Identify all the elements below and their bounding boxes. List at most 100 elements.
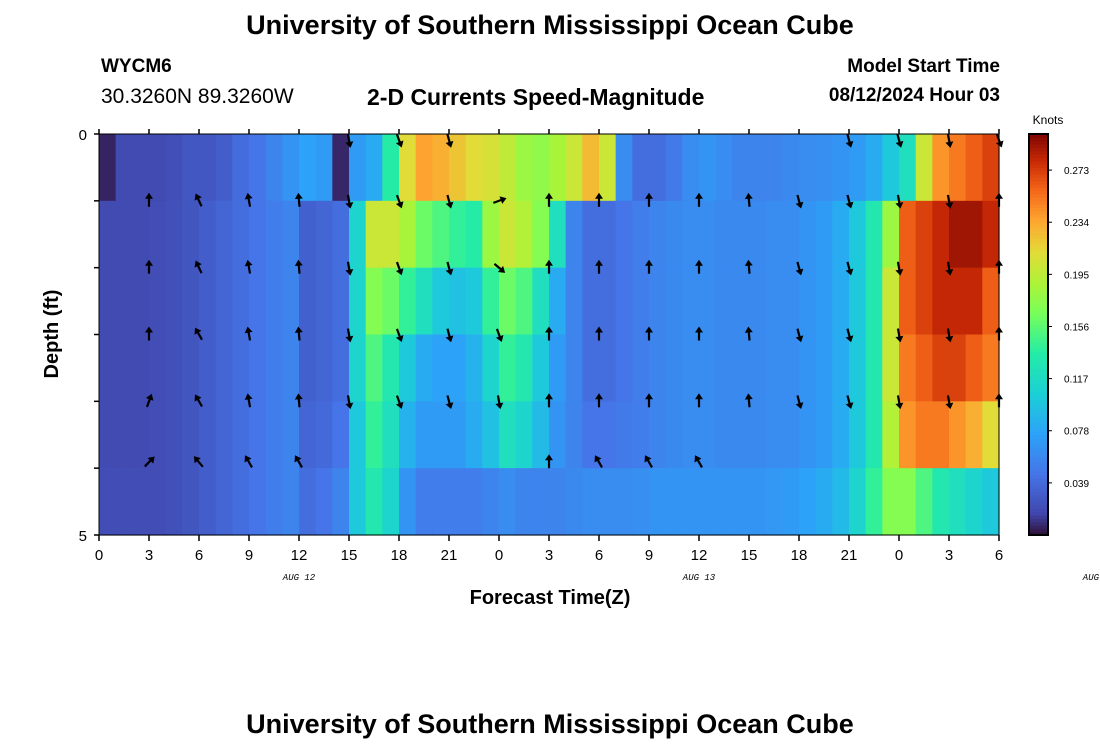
heatmap-cell: [265, 267, 283, 336]
colorbar-segment: [1029, 331, 1048, 336]
heatmap-cells: [99, 134, 1000, 536]
heatmap-cell: [482, 200, 500, 269]
colorbar-segment: [1029, 451, 1048, 456]
heatmap-cell: [949, 401, 967, 469]
colorbar-segment: [1029, 147, 1048, 152]
heatmap-cell: [565, 267, 583, 336]
colorbar-segment: [1029, 167, 1048, 172]
heatmap-cell: [265, 200, 283, 269]
heatmap-cell: [415, 200, 433, 269]
current-arrow: [244, 259, 253, 274]
x-tick-label: 6: [995, 547, 1003, 564]
colorbar-segment: [1029, 324, 1048, 329]
heatmap-cell: [982, 334, 1000, 402]
current-arrow: [294, 393, 303, 408]
colorbar-segment: [1029, 354, 1048, 359]
heatmap-cell: [299, 134, 317, 202]
heatmap-cell: [682, 468, 700, 536]
heatmap-cell: [515, 134, 533, 202]
colorbar-segment: [1029, 411, 1048, 416]
heatmap-cell: [115, 267, 133, 336]
current-arrow: [945, 395, 954, 410]
heatmap-cell: [549, 334, 567, 402]
heatmap-cell: [599, 468, 617, 536]
heatmap-cell: [582, 200, 600, 269]
chart-title: 2-D Currents Speed-Magnitude: [367, 84, 705, 110]
heatmap-cell: [832, 134, 850, 202]
colorbar-segment: [1029, 210, 1048, 215]
heatmap-cell: [982, 200, 1000, 269]
colorbar-segment: [1029, 274, 1048, 279]
colorbar-segment: [1029, 341, 1048, 346]
colorbar-segment: [1029, 364, 1048, 369]
heatmap-cell: [565, 401, 583, 469]
heatmap-cell: [299, 468, 317, 536]
heatmap-cell: [165, 134, 183, 202]
colorbar-segment: [1029, 528, 1048, 533]
colorbar-segment: [1029, 428, 1048, 433]
heatmap-cell: [182, 401, 200, 469]
heatmap-cell: [915, 401, 933, 469]
heatmap-cell: [915, 267, 933, 336]
heatmap-cell: [232, 334, 250, 402]
heatmap-cell: [865, 200, 883, 269]
heatmap-cell: [599, 200, 617, 269]
heatmap-cell: [349, 401, 367, 469]
heatmap-cell: [665, 200, 683, 269]
heatmap-cell: [649, 267, 667, 336]
colorbar-segment: [1029, 414, 1048, 419]
heatmap-cell: [499, 200, 517, 269]
heatmap-cell: [732, 200, 750, 269]
heatmap-cell: [982, 134, 1000, 202]
colorbar-segment: [1029, 531, 1048, 536]
colorbar-segment: [1029, 264, 1048, 269]
heatmap-cell: [299, 267, 317, 336]
current-arrow: [345, 194, 354, 209]
current-arrow: [395, 328, 404, 343]
heatmap-cell: [565, 134, 583, 202]
x-tick-label: 3: [945, 547, 953, 564]
heatmap-cell: [132, 267, 150, 336]
heatmap-cell: [299, 200, 317, 269]
heatmap-cell: [832, 200, 850, 269]
heatmap-cell: [849, 267, 867, 336]
current-arrow: [744, 393, 753, 408]
current-arrow: [345, 395, 354, 410]
heatmap-cell: [682, 334, 700, 402]
colorbar-segment: [1029, 204, 1048, 209]
heatmap-cell: [199, 334, 217, 402]
heatmap-cell: [532, 200, 550, 269]
heatmap-cell: [399, 134, 417, 202]
heatmap-cell: [415, 334, 433, 402]
colorbar-segment: [1029, 291, 1048, 295]
x-tick-label: 0: [495, 547, 503, 564]
heatmap-cell: [965, 401, 983, 469]
heatmap-cell: [799, 401, 817, 469]
heatmap-cell: [699, 200, 717, 269]
heatmap-cell: [549, 200, 567, 269]
x-tick-label: 15: [341, 547, 358, 564]
current-arrow: [645, 326, 653, 341]
heatmap-cell: [765, 267, 783, 336]
heatmap-cell: [482, 267, 500, 336]
heatmap-cell: [282, 468, 300, 536]
heatmap-cell: [282, 267, 300, 336]
colorbar-segment: [1029, 351, 1048, 356]
current-arrow: [495, 328, 504, 343]
heatmap-cell: [382, 468, 400, 536]
heatmap-cell: [532, 334, 550, 402]
colorbar-segment: [1029, 347, 1048, 352]
heatmap-cell: [365, 267, 383, 336]
heatmap-cell: [282, 334, 300, 402]
heatmap-cell: [865, 334, 883, 402]
colorbar-segment: [1029, 334, 1048, 339]
current-arrow: [244, 192, 253, 207]
colorbar-segment: [1029, 271, 1048, 275]
heatmap-cell: [182, 267, 200, 336]
heatmap-cell: [749, 334, 767, 402]
colorbar-segment: [1029, 501, 1048, 506]
heatmap-cell: [649, 401, 667, 469]
heatmap-cell: [515, 468, 533, 536]
heatmap-cell: [699, 267, 717, 336]
heatmap-cell: [649, 334, 667, 402]
